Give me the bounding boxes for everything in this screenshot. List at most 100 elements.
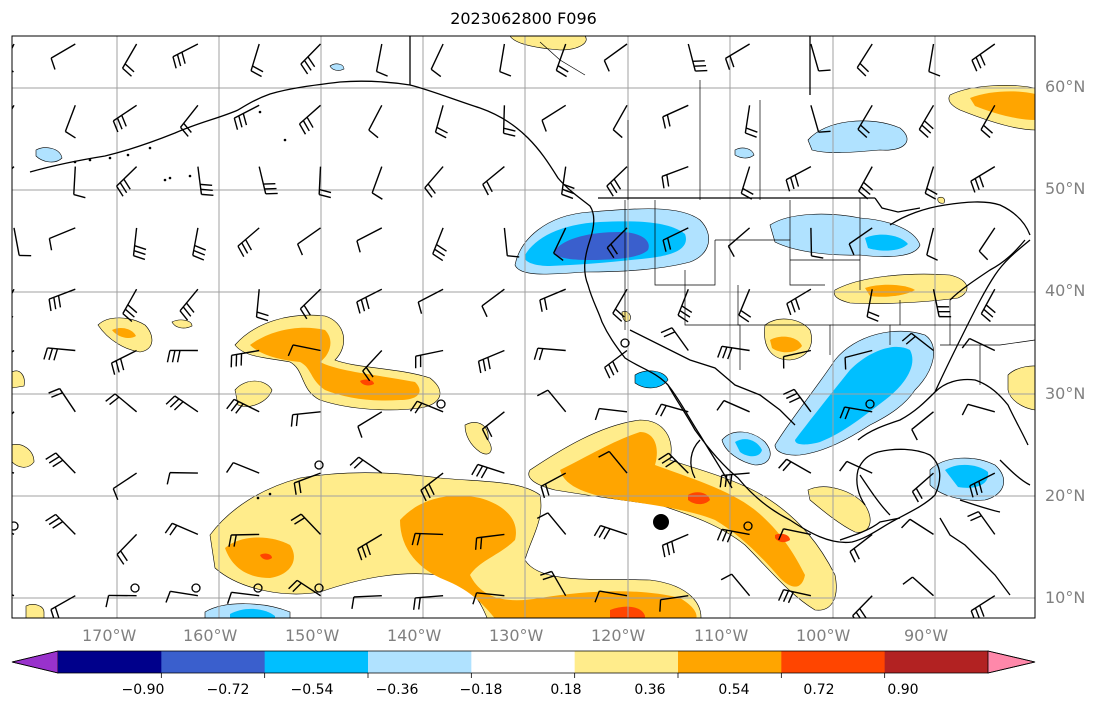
wind-barb [255,289,269,322]
colorbar-segment [884,651,989,673]
wind-barb [371,166,383,200]
wind-barb [43,347,76,361]
wind-barb [105,393,138,413]
wind-barb [716,528,750,543]
lat-label-30n: 30°N [1045,384,1086,403]
wind-barb [658,452,689,474]
colorbar-segment [264,651,369,673]
wind-barb [48,227,76,251]
wind-barb [970,595,996,618]
wind-barb [474,533,505,550]
wind-barb [961,337,996,352]
wind-barb [970,166,996,193]
colorbar-tick-label: −0.90 [121,682,165,698]
wind-barbs [12,43,996,618]
wind-barb [105,594,137,608]
wind-barb [50,595,76,618]
wind-barb [121,43,138,77]
wind-barb [179,288,199,321]
wind-barb [290,513,322,535]
wind-barb [604,349,628,379]
wind-barb [414,349,444,369]
colorbar-tick-label: −0.18 [459,682,503,698]
lat-label-10n: 10°N [1045,588,1086,607]
colorbar-tick-label: 0.90 [887,682,919,698]
positive-anomaly-shading [12,36,1035,618]
lon-label-90w: 90°W [904,626,949,645]
wind-barb [612,288,628,322]
wind-barb [356,288,383,314]
wind-barb [112,104,137,133]
colorbar-segment [161,651,266,673]
wind-barb [471,463,505,479]
wind-barb [434,105,448,139]
coastlines-and-borders [29,36,1031,596]
wind-barb [783,388,812,413]
lon-label-130w: 130°W [489,626,544,645]
wind-barb [318,166,332,199]
wind-barb [536,512,567,535]
wind-barb [132,227,147,261]
wind-barb [552,227,567,261]
wind-barb [932,289,952,318]
colorbar-segment [58,651,162,673]
wind-barb [362,350,383,382]
colorbar-segment [678,651,782,673]
wind-barb [166,349,198,363]
wind-barb [967,510,996,535]
wind-barb [778,458,812,474]
storm-center-marker [653,514,669,530]
wind-barb [598,450,628,474]
wind-barb [166,471,198,485]
wind-barb [481,411,505,441]
colorbar-tick-label: −0.72 [206,682,250,698]
wind-barb [810,105,831,133]
wind-barb [197,166,214,197]
wind-barb [237,227,260,257]
lon-label-100w: 100°W [796,626,851,645]
wind-barb [226,398,260,414]
colorbar-tick-label: −0.36 [375,682,419,698]
wind-barb [412,595,444,610]
wind-barb [911,411,934,441]
wind-barb [481,288,505,318]
wind-barb [594,407,628,421]
wind-barb [720,573,751,597]
state-borders [539,41,1035,385]
wind-barb [502,105,516,137]
wind-barb [298,104,321,135]
wind-barb [901,332,934,352]
wind-barb [165,590,199,603]
lat-label-50n: 50°N [1045,179,1086,198]
wind-barb [499,43,512,77]
wind-barb [744,105,758,138]
wind-barb [901,518,934,535]
wind-barb [540,570,567,597]
wind-barb [533,347,566,361]
wind-barb [555,43,569,78]
wind-barb [844,349,873,370]
wind-barb [980,288,996,323]
wind-barb [351,595,382,609]
colorbar [11,650,1036,678]
wind-barb [122,288,138,323]
wind-barb [928,43,941,77]
colorbar-outline [11,650,1036,674]
wind-barb [357,533,383,561]
wind-barb [45,452,76,474]
wind-barb [659,595,689,612]
wind-barb [233,104,260,130]
wind-barb [290,411,321,427]
wind-barb [356,227,383,253]
wind-barb [45,513,76,535]
wind-barb [593,524,628,540]
wind-barb [228,533,260,547]
wind-barb [417,288,444,314]
wind-barb [424,166,444,198]
wind-barb [13,227,32,257]
wind-barb [299,288,321,320]
wind-barb [961,403,995,416]
wind-barb [300,43,322,75]
wind-barb [293,472,321,495]
wind-barb [839,406,873,420]
